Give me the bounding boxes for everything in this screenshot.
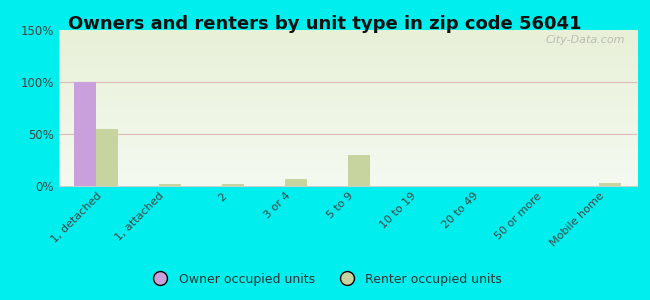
Bar (159, 184, 181, 186)
Legend: Owner occupied units, Renter occupied units: Owner occupied units, Renter occupied un… (143, 268, 507, 291)
Bar (222, 184, 244, 186)
Bar (74, 82, 96, 186)
Bar (599, 183, 621, 186)
Text: Owners and renters by unit type in zip code 56041: Owners and renters by unit type in zip c… (68, 15, 582, 33)
Bar (96, 129, 118, 186)
Text: City-Data.com: City-Data.com (546, 35, 625, 45)
Bar (285, 179, 307, 186)
Bar (348, 155, 370, 186)
